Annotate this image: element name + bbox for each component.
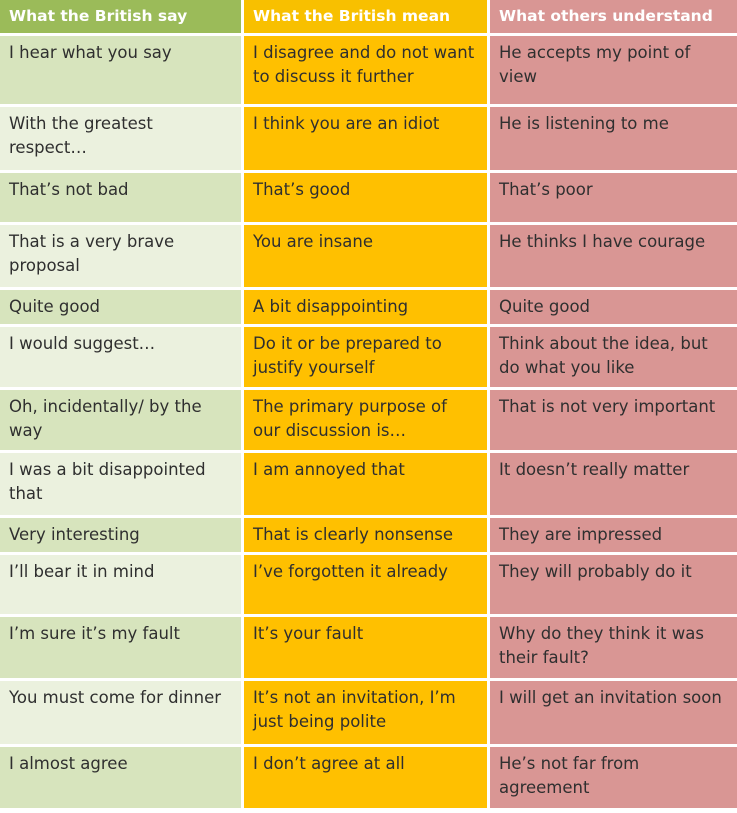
cell-say-5: Quite good bbox=[0, 290, 241, 324]
cell-say-3: That’s not bad bbox=[0, 173, 241, 222]
cell-mean-2: I think you are an idiot bbox=[244, 107, 487, 170]
cell-understand-12: I will get an invitation soon bbox=[490, 681, 737, 744]
cell-understand-7: That is not very important bbox=[490, 390, 737, 450]
cell-understand-9: They are impressed bbox=[490, 518, 737, 552]
cell-say-8: I was a bit disappointed that bbox=[0, 453, 241, 515]
cell-understand-3: That’s poor bbox=[490, 173, 737, 222]
cell-mean-4: You are insane bbox=[244, 225, 487, 287]
cell-say-13: I almost agree bbox=[0, 747, 241, 808]
cell-say-10: I’ll bear it in mind bbox=[0, 555, 241, 614]
header-what-british-mean: What the British mean bbox=[244, 0, 487, 33]
cell-understand-4: He thinks I have courage bbox=[490, 225, 737, 287]
header-what-british-say: What the British say bbox=[0, 0, 241, 33]
cell-mean-11: It’s your fault bbox=[244, 617, 487, 678]
cell-mean-6: Do it or be prepared to justify yourself bbox=[244, 327, 487, 387]
header-what-others-understand: What others understand bbox=[490, 0, 737, 33]
cell-mean-8: I am annoyed that bbox=[244, 453, 487, 515]
cell-say-6: I would suggest… bbox=[0, 327, 241, 387]
cell-understand-1: He accepts my point of view bbox=[490, 36, 737, 104]
cell-understand-2: He is listening to me bbox=[490, 107, 737, 170]
cell-say-2: With the greatest respect… bbox=[0, 107, 241, 170]
cell-understand-11: Why do they think it was their fault? bbox=[490, 617, 737, 678]
cell-mean-13: I don’t agree at all bbox=[244, 747, 487, 808]
cell-understand-6: Think about the idea, but do what you li… bbox=[490, 327, 737, 387]
cell-say-12: You must come for dinner bbox=[0, 681, 241, 744]
cell-understand-5: Quite good bbox=[490, 290, 737, 324]
cell-say-11: I’m sure it’s my fault bbox=[0, 617, 241, 678]
cell-mean-12: It’s not an invitation, I’m just being p… bbox=[244, 681, 487, 744]
cell-mean-3: That’s good bbox=[244, 173, 487, 222]
cell-mean-1: I disagree and do not want to discuss it… bbox=[244, 36, 487, 104]
cell-say-7: Oh, incidentally/ by the way bbox=[0, 390, 241, 450]
cell-understand-10: They will probably do it bbox=[490, 555, 737, 614]
cell-say-1: I hear what you say bbox=[0, 36, 241, 104]
cell-mean-10: I’ve forgotten it already bbox=[244, 555, 487, 614]
cell-mean-7: The primary purpose of our discussion is… bbox=[244, 390, 487, 450]
cell-say-4: That is a very brave proposal bbox=[0, 225, 241, 287]
cell-mean-5: A bit disappointing bbox=[244, 290, 487, 324]
cell-understand-13: He’s not far from agreement bbox=[490, 747, 737, 808]
cell-mean-9: That is clearly nonsense bbox=[244, 518, 487, 552]
cell-understand-8: It doesn’t really matter bbox=[490, 453, 737, 515]
cell-say-9: Very interesting bbox=[0, 518, 241, 552]
